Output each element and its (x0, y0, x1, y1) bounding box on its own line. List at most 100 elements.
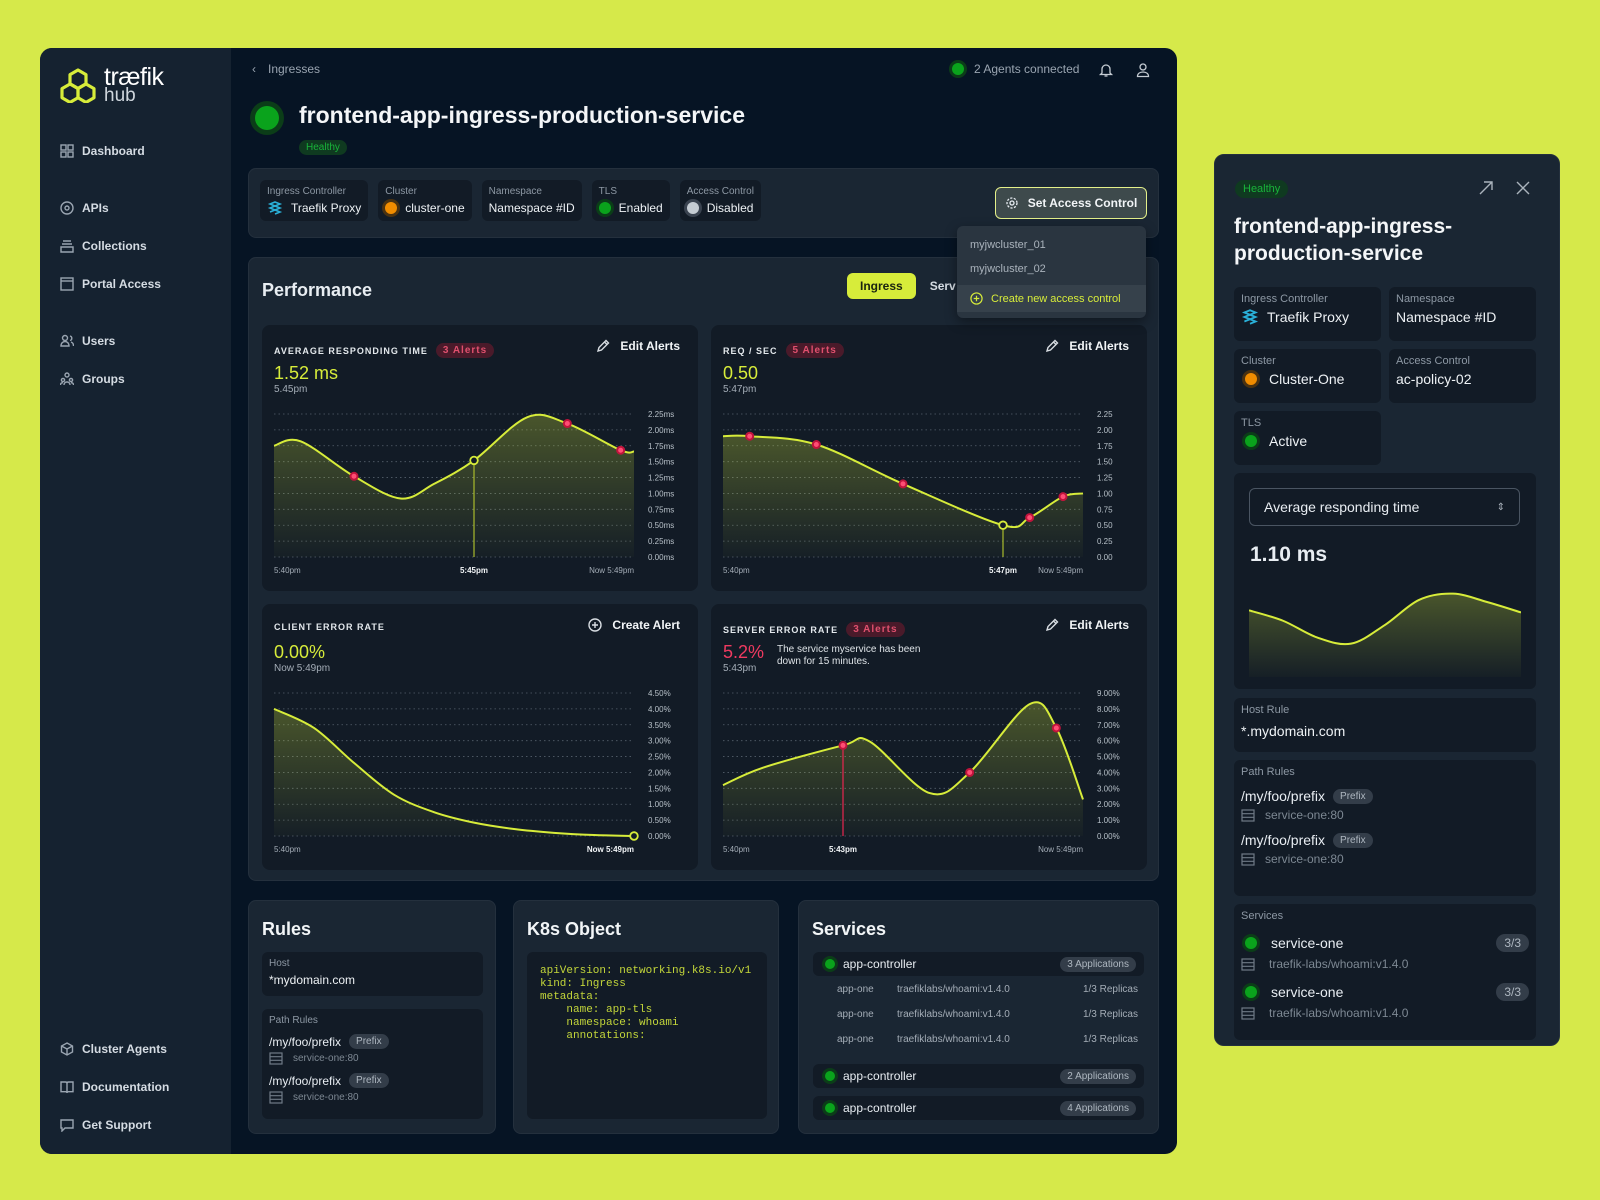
alert-point[interactable] (745, 431, 755, 441)
chart-card-client-error-rate: CLIENT ERROR RATE Create Alert 0.00% Now 5:… (262, 604, 698, 870)
alert-point[interactable] (616, 445, 626, 455)
y-tick-label: 2.25 (1097, 410, 1113, 419)
bell-icon[interactable] (1098, 62, 1114, 78)
code-line: namespace: whoami (540, 1017, 679, 1029)
chart-value-time: 5:43pm (723, 663, 757, 674)
tls-chip: TLS Enabled (591, 180, 670, 221)
dropdown-item[interactable]: myjwcluster_01 (970, 239, 1046, 251)
y-tick-label: 4.00% (1097, 768, 1120, 777)
create-access-control-item[interactable]: Create new access control (957, 285, 1146, 312)
alert-point[interactable] (349, 471, 359, 481)
sidebar-item-get-support[interactable]: Get Support (60, 1118, 151, 1132)
alerts-badge[interactable]: 3 Alerts (846, 622, 905, 637)
expand-arrow-icon[interactable] (1477, 179, 1495, 197)
metric-select[interactable]: Average responding time ⇕ (1249, 488, 1520, 526)
sidebar-item-groups[interactable]: Groups (60, 372, 125, 386)
y-tick-label: 0.00% (1097, 832, 1120, 841)
service-group-row[interactable]: app-controller 3 Applications (813, 952, 1144, 976)
selected-point[interactable] (998, 520, 1008, 530)
edit-alerts-button[interactable]: Edit Alerts (596, 339, 680, 353)
y-tick-label: 0.75ms (648, 505, 674, 514)
ingress-controller-chip: Ingress Controller Traefik Proxy (260, 180, 369, 221)
y-tick-label: 2.00% (1097, 800, 1120, 809)
selected-point[interactable] (629, 831, 639, 841)
tab-ingress[interactable]: Ingress (847, 273, 916, 299)
detail-path-rules: Path Rules/my/foo/prefix Prefix service-on… (1234, 760, 1536, 896)
page-title: frontend-app-ingress-production-service (299, 102, 745, 128)
y-tick-label: 3.00% (648, 737, 671, 746)
cluster-dot (1245, 373, 1257, 385)
traefik-proxy-icon (1241, 309, 1259, 325)
path-rule: /my/foo/prefix Prefix service-one:80 (269, 1034, 476, 1065)
set-access-control-button[interactable]: Set Access Control (995, 187, 1147, 219)
agents-status-dot (952, 63, 964, 75)
service-item[interactable]: service-one 3/3 traefik-labs/whoami:v1.4.0 (1241, 983, 1529, 1020)
area-fill (723, 702, 1083, 836)
chart-value-time: 5:47pm (723, 384, 757, 395)
pencil-icon (1046, 339, 1059, 353)
sidebar-item-collections[interactable]: Collections (60, 239, 147, 253)
alerts-badge[interactable]: 5 Alerts (785, 343, 844, 358)
portal-icon (60, 277, 74, 291)
service-group-row[interactable]: app-controller 2 Applications (813, 1064, 1144, 1088)
alert-point[interactable] (898, 479, 908, 489)
collections-icon (60, 240, 74, 253)
chevron-left-icon[interactable]: ‹ (252, 62, 256, 76)
y-tick-label: 0.50% (648, 816, 671, 825)
cluster-dot (385, 202, 398, 214)
sidebar-item-users[interactable]: Users (60, 334, 115, 348)
sidebar-item-portal-access[interactable]: Portal Access (60, 277, 161, 291)
prefix-tag: Prefix (1333, 832, 1373, 848)
y-tick-label: 2.00ms (648, 426, 674, 435)
alert-point[interactable] (965, 767, 975, 777)
y-tick-label: 1.00% (1097, 816, 1120, 825)
cube-icon (60, 1042, 74, 1056)
y-tick-label: 0.00% (648, 832, 671, 841)
close-icon[interactable] (1514, 179, 1532, 197)
alert-point[interactable] (1051, 723, 1061, 733)
detail-metric-box: Average responding time ⇕ 1.10 ms (1234, 473, 1536, 689)
alert-point[interactable] (811, 440, 821, 450)
dropdown-item[interactable]: myjwcluster_02 (970, 263, 1046, 275)
x-tick-label: 5:40pm (274, 566, 301, 575)
alert-point[interactable] (1058, 492, 1068, 502)
server-icon (1241, 852, 1255, 866)
selected-point[interactable] (469, 455, 479, 466)
y-tick-label: 0.00ms (648, 553, 674, 562)
service-app-row: app-one traefiklabs/whoami:v1.4.0 1/3 Repl… (837, 1009, 1138, 1020)
pencil-icon (597, 339, 610, 353)
alert-point[interactable] (1025, 513, 1035, 523)
path-value: /my/foo/prefix (1241, 832, 1326, 848)
chart-title: CLIENT ERROR RATE (274, 622, 385, 632)
edit-alerts-button[interactable]: Edit Alerts (1045, 618, 1129, 632)
y-tick-label: 6.00% (1097, 737, 1120, 746)
user-icon[interactable] (1135, 62, 1151, 78)
y-tick-label: 1.25ms (648, 474, 674, 483)
service-item[interactable]: service-one 3/3 traefik-labs/whoami:v1.4.0 (1241, 934, 1529, 971)
alert-point[interactable] (562, 419, 572, 429)
sidebar-item-apis[interactable]: APIs (60, 201, 109, 215)
create-alert-button[interactable]: Create Alert (588, 618, 680, 632)
sidebar-item-dashboard[interactable]: Dashboard (60, 144, 145, 158)
series-line (1249, 592, 1521, 646)
alerts-badge[interactable]: 3 Alerts (435, 343, 495, 358)
detail-ingress-controller: Ingress Controller Traefik Proxy (1234, 287, 1381, 341)
sidebar-item-cluster-agents[interactable]: Cluster Agents (60, 1042, 167, 1056)
sidebar-item-documentation[interactable]: Documentation (60, 1080, 169, 1094)
breadcrumb[interactable]: ‹ Ingresses (252, 62, 321, 76)
main-window: træfik hub Dashboard APIs Collections Por… (40, 48, 1177, 1154)
server-icon (269, 1052, 283, 1065)
y-tick-label: 4.50% (648, 689, 671, 698)
tab-services[interactable]: Serv (929, 279, 956, 293)
alert-point[interactable] (838, 740, 848, 750)
gear-icon (1006, 197, 1018, 209)
edit-alerts-button[interactable]: Edit Alerts (1045, 339, 1129, 353)
traefik-hub-logo[interactable]: træfik hub (58, 65, 164, 105)
y-tick-label: 3.50% (648, 721, 671, 730)
up-down-chevron-icon: ⇕ (1496, 501, 1505, 513)
server-icon (269, 1091, 283, 1104)
service-group-row[interactable]: app-controller 4 Applications (813, 1096, 1144, 1120)
y-tick-label: 2.50% (648, 753, 671, 762)
tls-dot (598, 202, 611, 214)
sidebar: træfik hub Dashboard APIs Collections Por… (40, 48, 231, 1154)
